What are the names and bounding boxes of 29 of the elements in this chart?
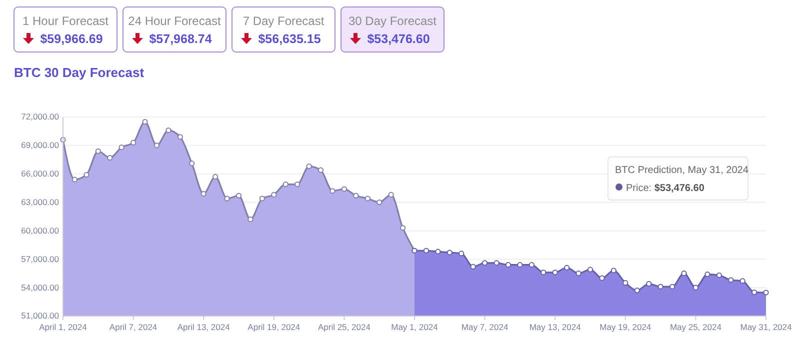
x-tick-label: April 1, 2024 (39, 322, 88, 332)
text: $57,968.74 (149, 32, 212, 46)
text: 30 Day Forecast (348, 14, 438, 28)
y-tick-label: 66,000.00 (21, 168, 60, 179)
x-tick-label: May 7, 2024 (461, 322, 508, 332)
x-tick-label: May 13, 2024 (529, 322, 582, 332)
y-tick-label: 69,000.00 (21, 140, 60, 150)
x-tick-label: April 13, 2024 (177, 322, 230, 332)
x-tick-label: April 19, 2024 (248, 322, 300, 332)
x-tick-label: May 25, 2024 (670, 322, 722, 332)
y-tick-label: 72,000.00 (21, 112, 60, 122)
y-tick-label: 51,000.00 (21, 310, 60, 321)
text: 24 Hour Forecast (128, 14, 222, 28)
x-tick-label: April 25, 2024 (318, 322, 371, 332)
y-tick-label: 60,000.00 (21, 225, 60, 236)
text: $59,966.69 (40, 32, 103, 46)
x-tick-label: May 1, 2024 (391, 322, 438, 332)
text: $53,476.60 (367, 32, 430, 46)
x-tick-label: May 19, 2024 (600, 322, 652, 332)
text: 7 Day Forecast (242, 14, 325, 28)
x-tick-label: April 7, 2024 (109, 322, 158, 332)
annotation: BTC Prediction, May 31, 2024 Price: $53,476.60 (615, 165, 749, 194)
x-tick-label: May 31, 2024 (740, 322, 792, 332)
text: $56,635.15 (258, 32, 321, 46)
y-tick-label: 57,000.00 (21, 254, 60, 264)
y-tick-label: 63,000.00 (21, 197, 60, 208)
chart-title: BTC 30 Day Forecast (14, 65, 145, 80)
text: 1 Hour Forecast (22, 14, 110, 28)
y-tick-label: 54,000.00 (21, 282, 60, 292)
